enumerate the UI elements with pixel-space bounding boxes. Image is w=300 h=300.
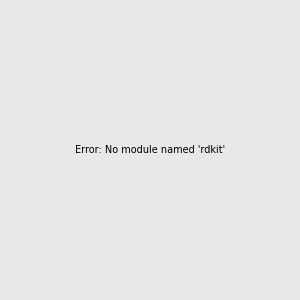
Text: Error: No module named 'rdkit': Error: No module named 'rdkit': [75, 145, 225, 155]
